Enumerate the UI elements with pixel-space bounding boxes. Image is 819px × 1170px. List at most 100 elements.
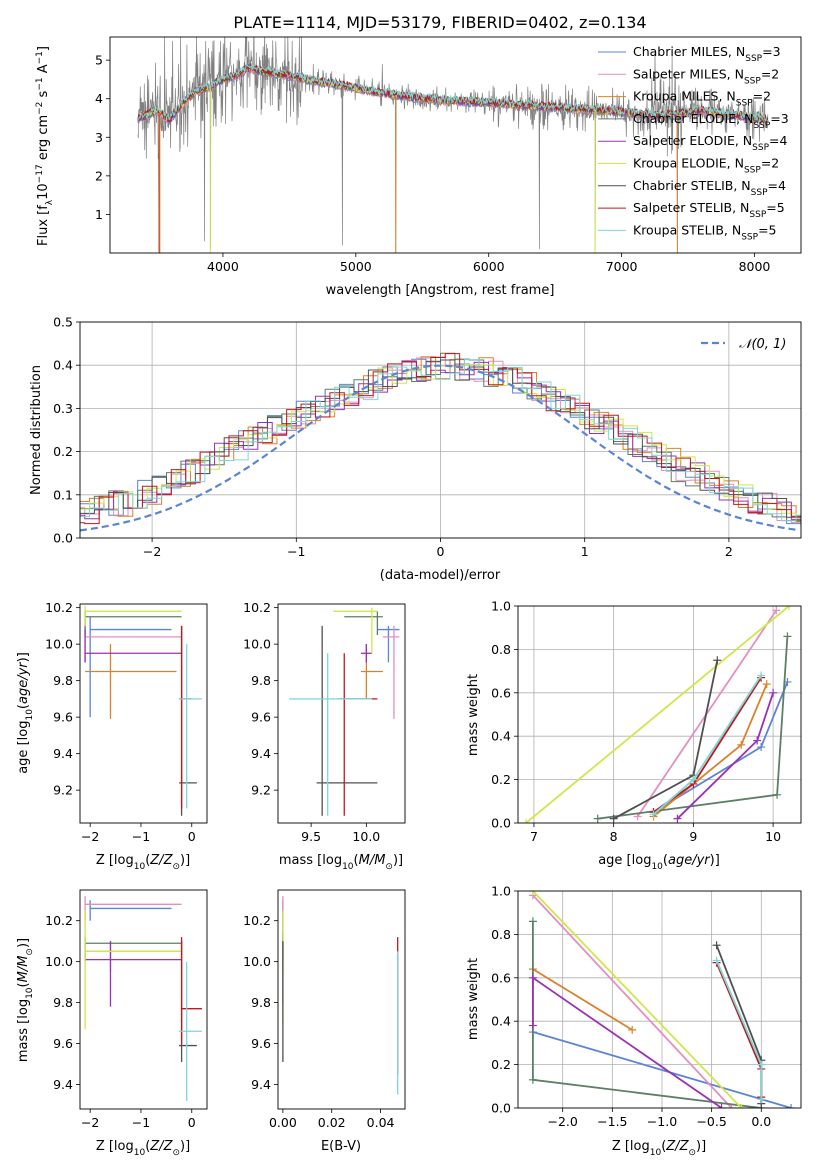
y-tick-label: 0.2 xyxy=(491,772,511,787)
weight-line-kroupa-miles xyxy=(532,968,633,1031)
axes-age_vs_Z: −2 −1 0 9.2 9.4 9.6 9.8 10.0 10.2 Z [log10(Z/Z⊙)]… xyxy=(16,600,208,872)
y-axis-label: mass weight xyxy=(466,958,481,1040)
y-tick-label: 0.0 xyxy=(491,1101,511,1116)
y-tick-label: 0.5 xyxy=(53,315,73,330)
x-tick-label: −2 xyxy=(81,1115,99,1130)
x-tick-label: 0 xyxy=(188,1115,196,1130)
y-tick-label: 5 xyxy=(95,53,103,68)
residual-hist-salpeter-stelib xyxy=(80,353,801,525)
x-tick-label: −1 xyxy=(132,1115,150,1130)
y-tick-label: 9.6 xyxy=(53,1036,73,1051)
y-tick-label: 9.8 xyxy=(251,673,271,688)
plot-area-mass_vs_ebv xyxy=(282,896,399,1095)
weight-marker xyxy=(713,656,722,665)
weight-marker xyxy=(673,814,682,823)
x-axis-label: mass [log10(M/M⊙)] xyxy=(279,853,403,872)
y-tick-label: 1.0 xyxy=(491,599,511,614)
x-tick-label: 0.02 xyxy=(318,1115,346,1130)
weight-marker xyxy=(757,1095,766,1104)
y-tick-label: 9.4 xyxy=(53,746,73,761)
x-axis-label: Z [log10(Z/Z⊙)] xyxy=(96,853,190,872)
x-tick-label: 5000 xyxy=(340,259,372,274)
y-tick-label: 10.0 xyxy=(243,954,271,969)
x-tick-label: −1 xyxy=(132,829,150,844)
y-tick-label: 0.6 xyxy=(491,685,511,700)
weight-line-salpeter-miles xyxy=(532,894,733,1108)
normal-curve xyxy=(80,364,799,532)
x-tick-label: 10 xyxy=(765,829,781,844)
y-tick-label: 10.0 xyxy=(45,954,73,969)
weight-marker xyxy=(762,680,771,689)
figure-title: PLATE=1114, MJD=53179, FIBERID=0402, z=0… xyxy=(233,13,646,32)
y-tick-label: 9.4 xyxy=(251,746,271,761)
y-tick-label: 9.6 xyxy=(251,1036,271,1051)
y-tick-label: 9.8 xyxy=(53,995,73,1010)
weight-line-chabrier-miles xyxy=(532,1031,792,1108)
x-axis-label: Z [log10(Z/Z⊙)] xyxy=(612,1139,706,1158)
weight-marker xyxy=(727,1104,736,1108)
x-tick-label: −1 xyxy=(287,544,305,559)
y-tick-label: 0.8 xyxy=(491,927,511,942)
legend-entry: Kroupa STELIB, NSSP=5 xyxy=(633,222,777,242)
axes-frame xyxy=(79,603,208,824)
weight-line-kroupa-elodie xyxy=(532,891,743,1108)
x-tick-label: 7 xyxy=(530,829,538,844)
plot-area-mass_weight_vs_Z xyxy=(518,891,801,1108)
weight-marker xyxy=(737,1104,746,1108)
y-tick-label: 9.4 xyxy=(53,1077,73,1092)
model-spectrum-kroupa-stelib xyxy=(137,63,768,122)
legend-entry: Chabrier ELODIE, NSSP=3 xyxy=(633,111,789,131)
weight-marker xyxy=(783,632,792,641)
weight-marker xyxy=(757,1060,766,1069)
y-tick-label: 10.2 xyxy=(45,600,73,615)
plot-area-age_vs_Z xyxy=(84,605,202,816)
x-tick-label: 8000 xyxy=(739,259,771,274)
weight-marker xyxy=(528,1021,537,1030)
x-tick-label: 6000 xyxy=(473,259,505,274)
y-tick-label: 0.4 xyxy=(53,358,73,373)
y-axis-label: Normed distribution xyxy=(29,365,44,495)
y-tick-label: 9.6 xyxy=(251,710,271,725)
weight-marker xyxy=(785,606,794,610)
y-axis-label: mass [log10(M/M⊙)] xyxy=(16,938,35,1062)
axes-spectrum: 4000 5000 6000 7000 8000 1 2 3 4 5 Chabrier MILES,… xyxy=(35,36,802,298)
weight-line-chabrier-elodie xyxy=(597,636,789,820)
x-axis-label: age [log10(age/yr)] xyxy=(598,853,720,872)
residual-hist-salpeter-miles xyxy=(80,356,801,524)
plot-area-age_vs_mass xyxy=(289,607,400,816)
residual-hist-chabrier-miles xyxy=(80,358,801,526)
axes-mass_vs_Z: −2 −1 0 9.4 9.6 9.8 10.0 10.2 Z [log10(Z/Z⊙)] mas… xyxy=(16,889,208,1158)
y-tick-label: 2 xyxy=(95,168,103,183)
weight-line-kroupa-stelib xyxy=(715,960,763,1100)
weight-marker xyxy=(757,671,766,680)
weight-marker xyxy=(521,819,530,823)
weight-line-salpeter-stelib xyxy=(715,962,763,1098)
weight-marker xyxy=(528,1075,537,1084)
weight-marker xyxy=(772,606,781,615)
legend-entry: Kroupa MILES, NSSP=2 xyxy=(633,89,771,109)
x-tick-label: 0 xyxy=(437,544,445,559)
weight-line-salpeter-elodie xyxy=(676,692,774,820)
x-tick-label: 1 xyxy=(581,544,589,559)
residual-hist-chabrier-elodie xyxy=(80,352,801,522)
plot-area-mass_vs_Z xyxy=(84,896,202,1101)
x-tick-label: 0 xyxy=(188,829,196,844)
y-tick-label: 0.2 xyxy=(53,444,73,459)
y-tick-label: 10.0 xyxy=(243,637,271,652)
weight-marker xyxy=(773,790,782,799)
x-tick-label: 7000 xyxy=(606,259,638,274)
axes-frame xyxy=(79,321,802,539)
y-tick-label: 10.2 xyxy=(243,600,271,615)
axes-frame xyxy=(277,889,406,1110)
residual-hist-chabrier-stelib xyxy=(80,359,801,527)
weight-marker xyxy=(757,743,766,752)
y-tick-label: 0.0 xyxy=(491,816,511,831)
x-tick-label: 8 xyxy=(610,829,618,844)
x-tick-label: 0.04 xyxy=(367,1115,395,1130)
x-tick-label: 0.0 xyxy=(751,1114,771,1129)
x-tick-label: −2.0 xyxy=(548,1114,578,1129)
legend-entry: 𝒩(0, 1) xyxy=(739,337,786,352)
weight-marker xyxy=(787,1104,796,1108)
